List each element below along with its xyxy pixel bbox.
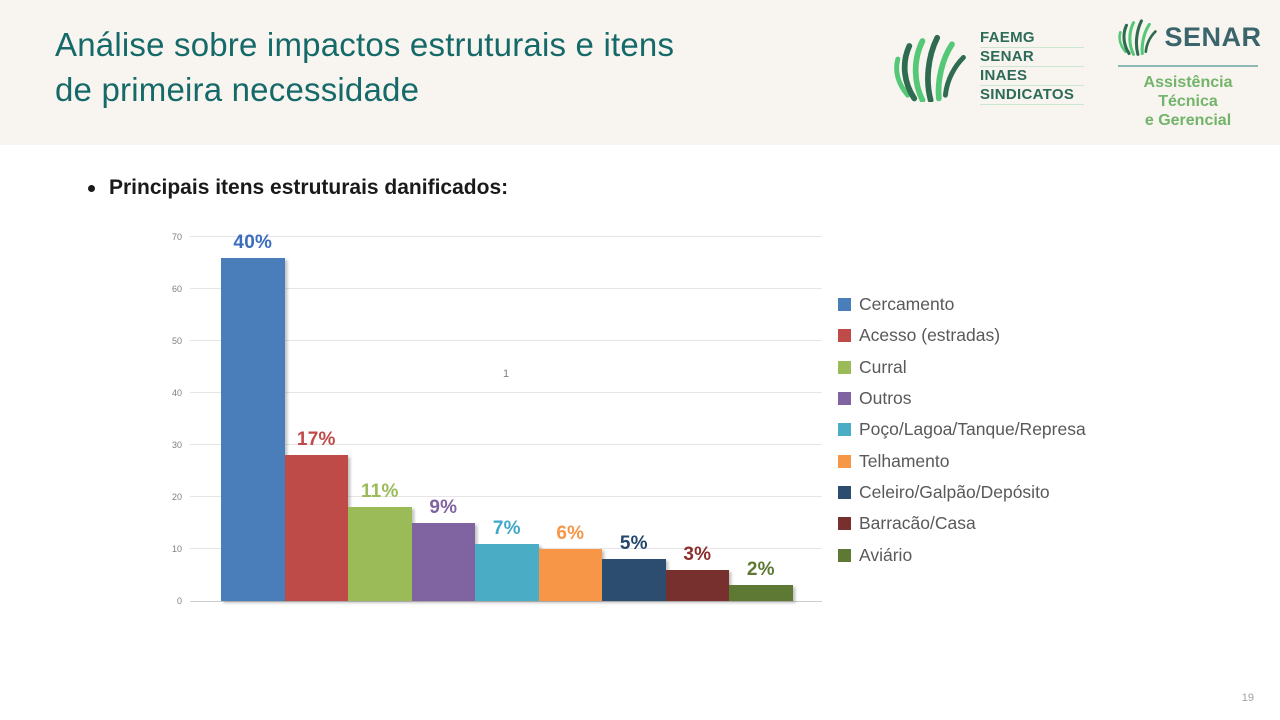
legend-swatch-icon [838,360,851,374]
legend-item: Acesso (estradas) [838,320,1086,351]
legend-swatch-icon [838,298,851,312]
gridline [190,496,822,497]
senar-wordmark: SENAR [1164,22,1262,52]
y-tick-label: 50 [171,336,182,346]
page-title-line1: Análise sobre impactos estruturais e ite… [55,26,675,63]
legend-label: Cercamento [859,294,955,315]
chart-x-axis-label: 1 [502,368,510,380]
bar-9 [729,585,793,601]
logo-group: FAEMG SENAR INAES SINDICATOS [888,14,1261,130]
bar-7 [602,559,666,601]
legend-item: Barracão/Casa [838,508,1086,539]
legend-item: Telhamento [838,445,1086,476]
gridline [190,392,822,393]
grass-sheaf-icon [1115,14,1159,61]
y-tick-label: 70 [171,232,182,242]
legend-label: Telhamento [859,450,950,471]
y-tick-label: 60 [171,284,182,294]
bar-value-label-5: 7% [492,517,521,539]
chart-legend: Cercamento Acesso (estradas) Curral Outros P… [838,289,1086,571]
gridline [190,340,822,341]
legend-swatch-icon [838,485,851,499]
legend-item: Celeiro/Galpão/Depósito [838,477,1086,508]
bar-value-label-7: 5% [619,533,648,555]
faemg-line-3: INAES [980,67,1084,86]
faemg-wordmark: FAEMG SENAR INAES SINDICATOS [980,29,1084,105]
bar-2 [284,455,348,601]
chart-y-axis: 0 10 20 30 40 50 60 70 [148,232,182,606]
legend-swatch-icon [838,454,851,468]
bullet-icon [88,184,95,192]
legend-item: Curral [838,352,1086,383]
gridline [190,236,822,237]
legend-label: Celeiro/Galpão/Depósito [859,481,1050,502]
bar-value-label-9: 2% [746,559,775,581]
slide-header: Análise sobre impactos estruturais e ite… [0,0,1280,145]
y-tick-label: 10 [171,544,182,554]
legend-label: Acesso (estradas) [859,325,1001,346]
faemg-line-1: FAEMG [980,29,1084,48]
bar-value-label-4: 9% [429,497,458,518]
y-tick-label: 40 [171,388,182,398]
legend-label: Poço/Lagoa/Tanque/Represa [859,419,1086,440]
legend-swatch-icon [838,548,851,562]
grass-sheaf-icon [888,26,970,107]
senar-subtitle-line2: e Gerencial [1144,112,1232,129]
legend-item: Cercamento [838,289,1086,320]
bar-value-label-3: 11% [360,481,399,503]
legend-swatch-icon [838,392,851,406]
bar-value-label-6: 6% [556,523,585,544]
senar-logo: SENAR Assistência Técnica e Gerencial [1115,14,1261,130]
y-tick-label: 20 [171,492,182,502]
bar-5 [475,543,539,601]
legend-swatch-icon [838,423,851,437]
bar-chart-plot-area: 40% 17% 11% 9% 7% 6% 5% 3% 2% [190,232,822,602]
senar-subtitle-line1: Assistência Técnica [1143,74,1233,110]
bullet-heading-text: Principais itens estruturais danificados… [109,176,509,199]
legend-swatch-icon [838,517,851,531]
legend-swatch-icon [838,329,851,343]
y-tick-label: 30 [171,440,182,450]
faemg-line-2: SENAR [980,48,1084,67]
legend-label: Curral [859,356,907,377]
page-title: Análise sobre impactos estruturais e ite… [55,22,674,112]
bar-value-label-8: 3% [683,543,712,565]
bar-3 [348,507,412,601]
gridline [190,444,822,445]
bar-value-label-1: 40% [233,231,273,253]
senar-subtitle: Assistência Técnica e Gerencial [1118,73,1258,130]
y-tick-label: 0 [176,596,182,606]
page-title-line2: de primeira necessidade [55,71,420,108]
bar-value-label-2: 17% [296,429,336,451]
legend-item: Poço/Lagoa/Tanque/Represa [838,414,1086,445]
faemg-logo: FAEMG SENAR INAES SINDICATOS [888,26,1084,107]
page-number: 19 [1241,692,1254,704]
legend-label: Outros [859,388,912,409]
gridline [190,288,822,289]
legend-label: Barracão/Casa [859,513,976,534]
faemg-line-4: SINDICATOS [980,86,1084,105]
bar-8 [665,569,729,601]
bar-1 [221,257,285,601]
senar-divider [1118,65,1258,67]
legend-item: Outros [838,383,1086,414]
bar-4 [411,523,475,601]
bullet-heading: Principais itens estruturais danificados… [88,176,508,200]
legend-label: Aviário [859,544,913,565]
bar-6 [538,549,602,601]
legend-item: Aviário [838,539,1086,570]
